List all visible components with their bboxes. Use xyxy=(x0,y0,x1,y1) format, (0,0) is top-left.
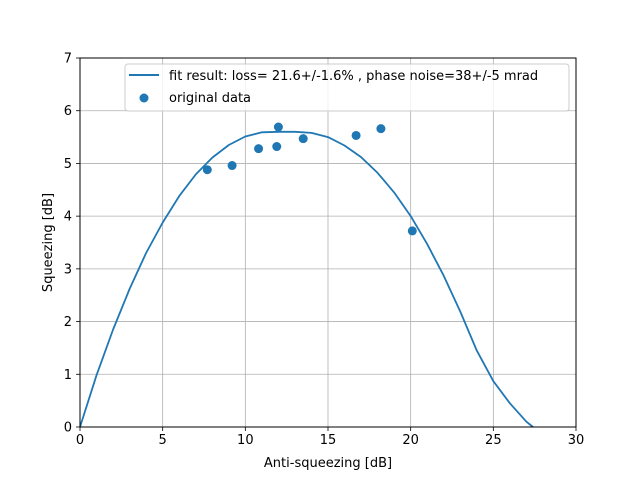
data-point xyxy=(351,130,361,140)
y-tick-label: 2 xyxy=(64,315,72,330)
x-axis-label: Anti-squeezing [dB] xyxy=(264,456,392,471)
data-point xyxy=(273,122,283,132)
fit-curve xyxy=(79,130,534,428)
legend-label-data: original data xyxy=(169,91,251,106)
data-point xyxy=(407,226,417,236)
x-tick-label: 15 xyxy=(320,433,337,448)
legend-box xyxy=(124,63,570,112)
x-tick-label: 25 xyxy=(485,433,502,448)
x-tick-label: 10 xyxy=(237,433,254,448)
y-tick-label: 1 xyxy=(64,368,72,383)
data-point xyxy=(376,124,386,134)
legend-label-fit: fit result: loss= 21.6+/-1.6% , phase no… xyxy=(169,69,538,84)
grid xyxy=(79,57,577,428)
data-point xyxy=(254,144,264,154)
y-tick-label: 0 xyxy=(64,421,72,436)
y-tick-label: 3 xyxy=(64,262,72,277)
y-tick-label: 6 xyxy=(64,104,72,119)
data-point xyxy=(298,134,308,144)
legend-point-marker xyxy=(139,93,149,103)
x-tick-label: 0 xyxy=(76,433,84,448)
y-tick-label: 5 xyxy=(64,157,72,172)
ticks: 0 5 10 15 20 25 30 0 1 2 3 4 5 6 7 xyxy=(64,52,585,449)
y-axis-label: Squeezing [dB] xyxy=(41,193,56,292)
data-point xyxy=(202,165,212,175)
data-point xyxy=(272,142,282,152)
x-tick-label: 20 xyxy=(402,433,419,448)
data-point xyxy=(227,161,237,171)
x-tick-label: 30 xyxy=(568,433,585,448)
legend: fit result: loss= 21.6+/-1.6% , phase no… xyxy=(124,63,570,112)
x-tick-label: 5 xyxy=(159,433,167,448)
y-tick-label: 4 xyxy=(64,210,72,225)
y-tick-label: 7 xyxy=(64,52,72,67)
series-layer xyxy=(79,122,534,428)
